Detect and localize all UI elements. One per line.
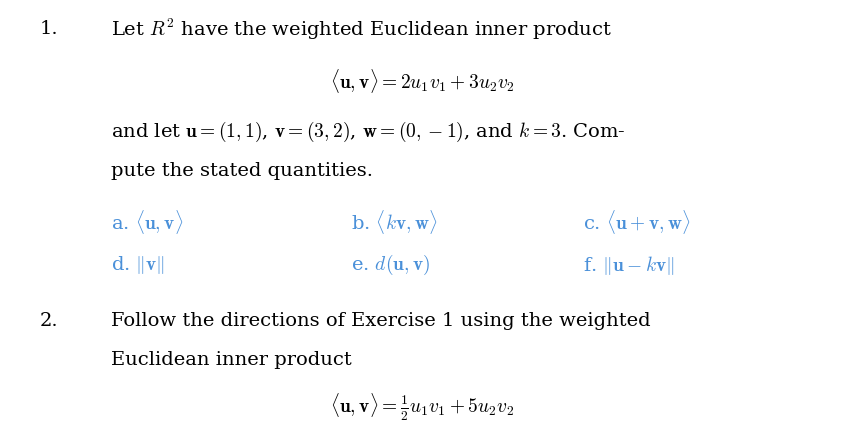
Text: 1.: 1. bbox=[39, 20, 58, 38]
Text: $\langle\mathbf{u}, \mathbf{v}\rangle = \frac{1}{2}u_1v_1 + 5u_2v_2$: $\langle\mathbf{u}, \mathbf{v}\rangle = … bbox=[330, 391, 514, 423]
Text: 2.: 2. bbox=[39, 312, 58, 330]
Text: c. $\langle\mathbf{u} + \mathbf{v}, \mathbf{w}\rangle$: c. $\langle\mathbf{u} + \mathbf{v}, \mat… bbox=[582, 208, 690, 236]
Text: a. $\langle\mathbf{u}, \mathbf{v}\rangle$: a. $\langle\mathbf{u}, \mathbf{v}\rangle… bbox=[111, 208, 183, 236]
Text: Follow the directions of Exercise 1 using the weighted: Follow the directions of Exercise 1 usin… bbox=[111, 312, 650, 330]
Text: d. $\|\mathbf{v}\|$: d. $\|\mathbf{v}\|$ bbox=[111, 254, 165, 276]
Text: Let $R^2$ have the weighted Euclidean inner product: Let $R^2$ have the weighted Euclidean in… bbox=[111, 17, 611, 42]
Text: b. $\langle k\mathbf{v}, \mathbf{w}\rangle$: b. $\langle k\mathbf{v}, \mathbf{w}\rang… bbox=[350, 208, 437, 236]
Text: f. $\|\mathbf{u} - k\mathbf{v}\|$: f. $\|\mathbf{u} - k\mathbf{v}\|$ bbox=[582, 254, 674, 277]
Text: e. $d(\mathbf{u}, \mathbf{v})$: e. $d(\mathbf{u}, \mathbf{v})$ bbox=[350, 253, 430, 277]
Text: and let $\mathbf{u} = (1, 1)$, $\mathbf{v} = (3, 2)$, $\mathbf{w} = (0, -1)$, an: and let $\mathbf{u} = (1, 1)$, $\mathbf{… bbox=[111, 120, 625, 144]
Text: $\langle\mathbf{u}, \mathbf{v}\rangle = 2u_1v_1 + 3u_2v_2$: $\langle\mathbf{u}, \mathbf{v}\rangle = … bbox=[330, 67, 514, 95]
Text: Euclidean inner product: Euclidean inner product bbox=[111, 351, 351, 369]
Text: pute the stated quantities.: pute the stated quantities. bbox=[111, 162, 372, 180]
